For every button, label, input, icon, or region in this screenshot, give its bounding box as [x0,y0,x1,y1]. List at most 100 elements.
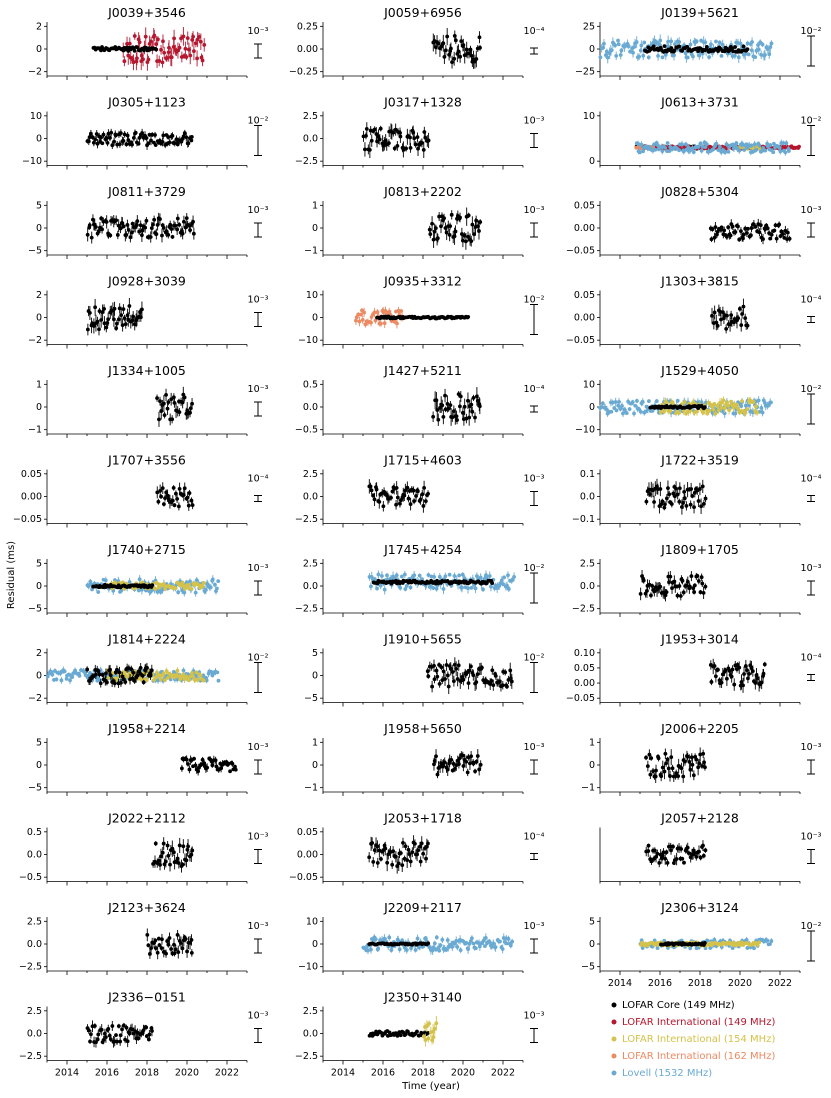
data-point [469,402,474,407]
data-point [695,573,700,578]
data-point [697,53,702,58]
data-point [688,584,692,589]
data-point [91,324,96,328]
data-point [126,228,131,232]
data-point [435,408,440,412]
y-tick-label: 0 [36,134,42,145]
data-point [177,222,182,227]
data-point [426,491,430,496]
data-point [110,143,115,148]
data-point [412,573,417,578]
data-point [652,500,656,504]
data-point [701,501,706,506]
data-point [126,53,131,58]
data-point [132,48,137,53]
data-point [741,44,746,49]
data-point [96,590,101,594]
data-point [194,578,199,583]
data-point [85,232,90,237]
data-point [109,130,114,135]
data-point [745,323,750,328]
data-point [652,142,656,147]
data-point [403,587,408,591]
data-point [454,414,459,419]
data-point [646,399,651,404]
y-tick-label: −2.5 [295,156,318,167]
data-point [785,230,790,235]
data-point [637,407,641,411]
data-point [428,583,433,588]
data-point [144,218,149,223]
x-axis-label: Time (year) [401,1081,460,1092]
data-point [180,400,185,405]
data-point [427,227,432,232]
data-point [369,138,374,143]
data-point [675,593,680,598]
data-point [415,489,420,494]
data-point [696,499,701,503]
data-point [173,223,178,228]
data-point [165,56,169,60]
data-point [701,591,706,595]
data-point [198,39,203,44]
y-tick-label: 0 [36,44,42,55]
data-point [161,582,166,586]
data-point [722,411,727,416]
data-point [743,316,748,321]
data-point [105,141,110,145]
data-point [692,505,696,510]
data-point [176,48,180,53]
data-point [385,573,389,578]
data-point [467,51,471,56]
data-point [613,43,618,48]
data-point [186,583,191,587]
data-point [724,234,729,239]
data-point [171,45,176,49]
data-point [191,219,195,224]
data-point [421,504,426,508]
data-point [134,59,139,64]
data-point [144,136,149,140]
data-point [506,573,510,578]
data-point [170,133,175,138]
data-point [440,403,445,408]
data-point [781,232,785,236]
data-point [122,132,127,137]
scale-label: 10⁻⁴ [801,295,822,306]
y-tick-label: 0 [589,402,595,413]
data-point [456,49,461,54]
data-point [395,321,399,326]
scale-label: 10⁻³ [524,205,545,216]
data-point [115,321,119,326]
data-point [88,581,93,586]
y-tick-label: −0.25 [289,67,318,78]
data-point [188,579,192,584]
data-point [386,141,391,146]
data-point [154,47,159,52]
panel: J1814+2224 2 0 −2 10⁻² [28,632,269,707]
data-point [466,314,471,319]
data-point [443,48,448,53]
y-tick-label: 2.5 [303,111,318,122]
data-point [658,584,663,589]
data-point [88,131,93,136]
data-point [170,417,175,422]
data-point [161,401,166,406]
scale-label: 10⁻⁴ [248,474,269,485]
data-point [478,575,483,580]
data-point [702,405,707,410]
y-tick-label: −0.05 [566,335,595,346]
data-point [680,142,684,147]
data-point [639,43,644,48]
data-point [132,322,137,327]
data-point [467,415,472,420]
data-point [638,409,643,414]
panel-title: J1427+5211 [383,363,462,378]
data-point [717,40,722,45]
data-point [763,148,768,153]
data-point [768,143,773,147]
data-point [177,45,182,50]
scale-label: 10⁻² [524,295,545,306]
data-point [136,141,141,146]
